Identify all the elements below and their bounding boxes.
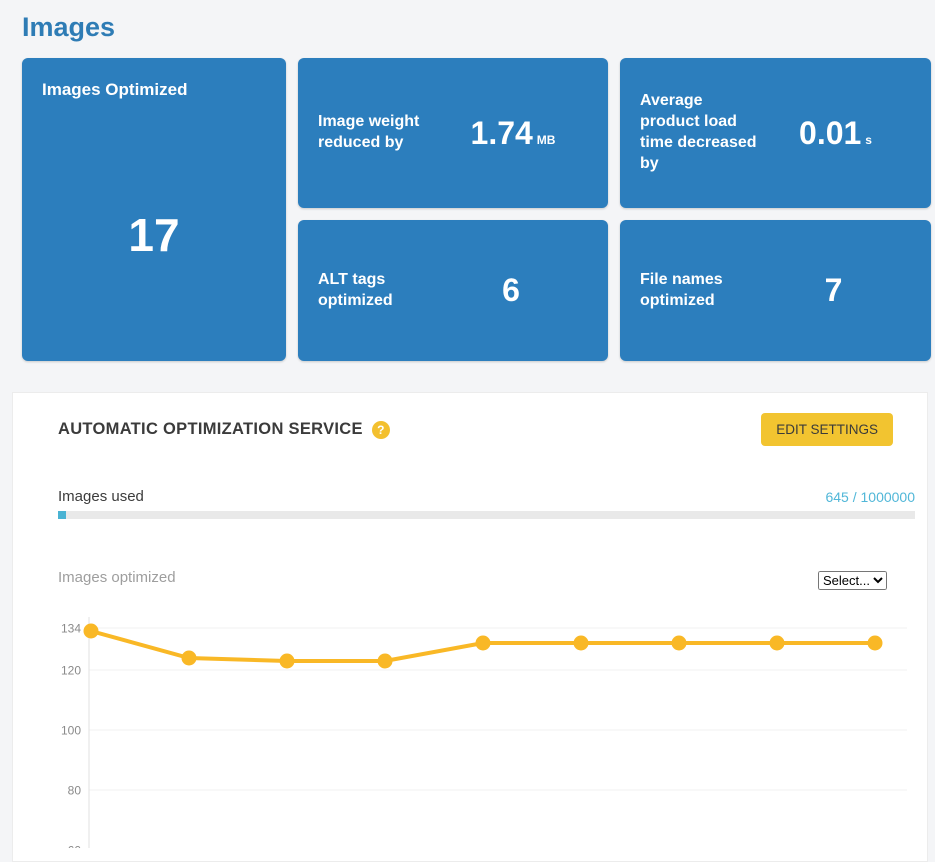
chart-data-point (573, 635, 589, 651)
file-names-value: 7 (824, 272, 843, 308)
file-names-label: File names optimized (640, 270, 723, 309)
alt-tags-value: 6 (502, 272, 520, 308)
image-weight-label: Image weight reduced by (318, 113, 420, 151)
images-optimized-value: 17 (128, 209, 180, 261)
chart-data-point (671, 635, 687, 651)
panel-header: AUTOMATIC OPTIMIZATION SERVICE ? (58, 420, 390, 439)
panel-title: AUTOMATIC OPTIMIZATION SERVICE (58, 420, 363, 438)
automatic-optimization-panel: AUTOMATIC OPTIMIZATION SERVICE ? EDIT SE… (12, 392, 928, 862)
chart-data-point (279, 653, 295, 669)
load-time-value: 0.01 (799, 114, 862, 151)
chart-data-point (475, 635, 491, 651)
chart-data-point (181, 650, 197, 666)
chart-ytick-label: 134 (61, 622, 81, 636)
edit-settings-button[interactable]: EDIT SETTINGS (761, 413, 893, 446)
chart-ytick-label: 80 (68, 784, 82, 798)
load-time-card: Average product load time decreased by 0… (620, 58, 931, 208)
images-optimized-chart-label: Images optimized (58, 569, 176, 586)
stats-cards-grid: Images Optimized 17 Image weight reduced… (22, 58, 931, 361)
load-time-unit: s (865, 132, 872, 147)
images-optimized-label: Images Optimized (42, 80, 188, 99)
image-weight-value: 1.74 (470, 114, 533, 151)
page-title: Images (22, 12, 116, 42)
images-used-count: 645 / 1000000 (825, 489, 915, 505)
images-used-label: Images used (58, 488, 144, 505)
images-used-progressbar (58, 511, 915, 519)
images-used-progress-fill (58, 511, 66, 519)
alt-tags-label: ALT tags optimized (318, 270, 393, 309)
chart-data-point (83, 623, 99, 639)
chart-ytick-label: 120 (61, 664, 81, 678)
chart-data-point (769, 635, 785, 651)
file-names-card: File names optimized 7 (620, 220, 931, 361)
alt-tags-card: ALT tags optimized 6 (298, 220, 608, 361)
images-optimized-card: Images Optimized 17 (22, 58, 286, 361)
chart-data-point (377, 653, 393, 669)
image-weight-unit: MB (536, 132, 556, 147)
help-icon[interactable]: ? (371, 420, 390, 439)
image-weight-card: Image weight reduced by 1.74 MB (298, 58, 608, 208)
load-time-label: Average product load time decreased by (640, 92, 757, 172)
chart-data-point (867, 635, 883, 651)
images-optimized-line-chart: 134 120 100 80 60 (61, 617, 907, 849)
chart-ytick-label: 60 (68, 844, 82, 849)
chart-ytick-label: 100 (61, 724, 81, 738)
period-select[interactable]: Select... (818, 571, 887, 590)
